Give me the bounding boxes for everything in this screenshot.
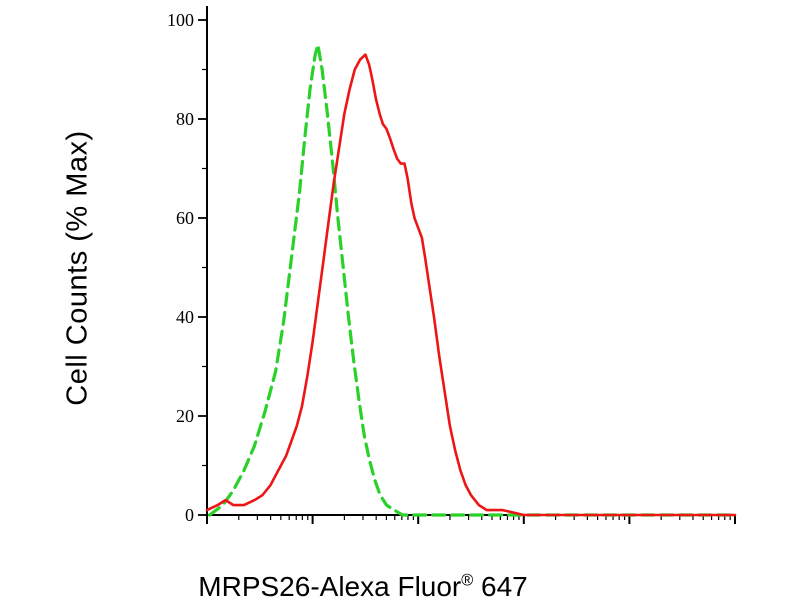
x-axis-title-suffix: 647 <box>473 571 528 600</box>
y-tick-label: 60 <box>176 208 194 228</box>
registered-trademark-icon: ® <box>461 571 474 590</box>
series-green-dashed <box>208 43 737 517</box>
series-red-solid <box>205 53 737 517</box>
y-tick-label: 80 <box>176 109 194 129</box>
y-tick-label: 0 <box>185 505 194 525</box>
y-tick-label: 20 <box>176 406 194 426</box>
x-axis-title-main: MRPS26-Alexa Fluor <box>198 571 462 600</box>
y-tick-label: 40 <box>176 307 194 327</box>
y-tick-label: 100 <box>167 10 194 30</box>
x-axis-title: MRPS26-Alexa Fluor® 647 <box>198 571 527 600</box>
